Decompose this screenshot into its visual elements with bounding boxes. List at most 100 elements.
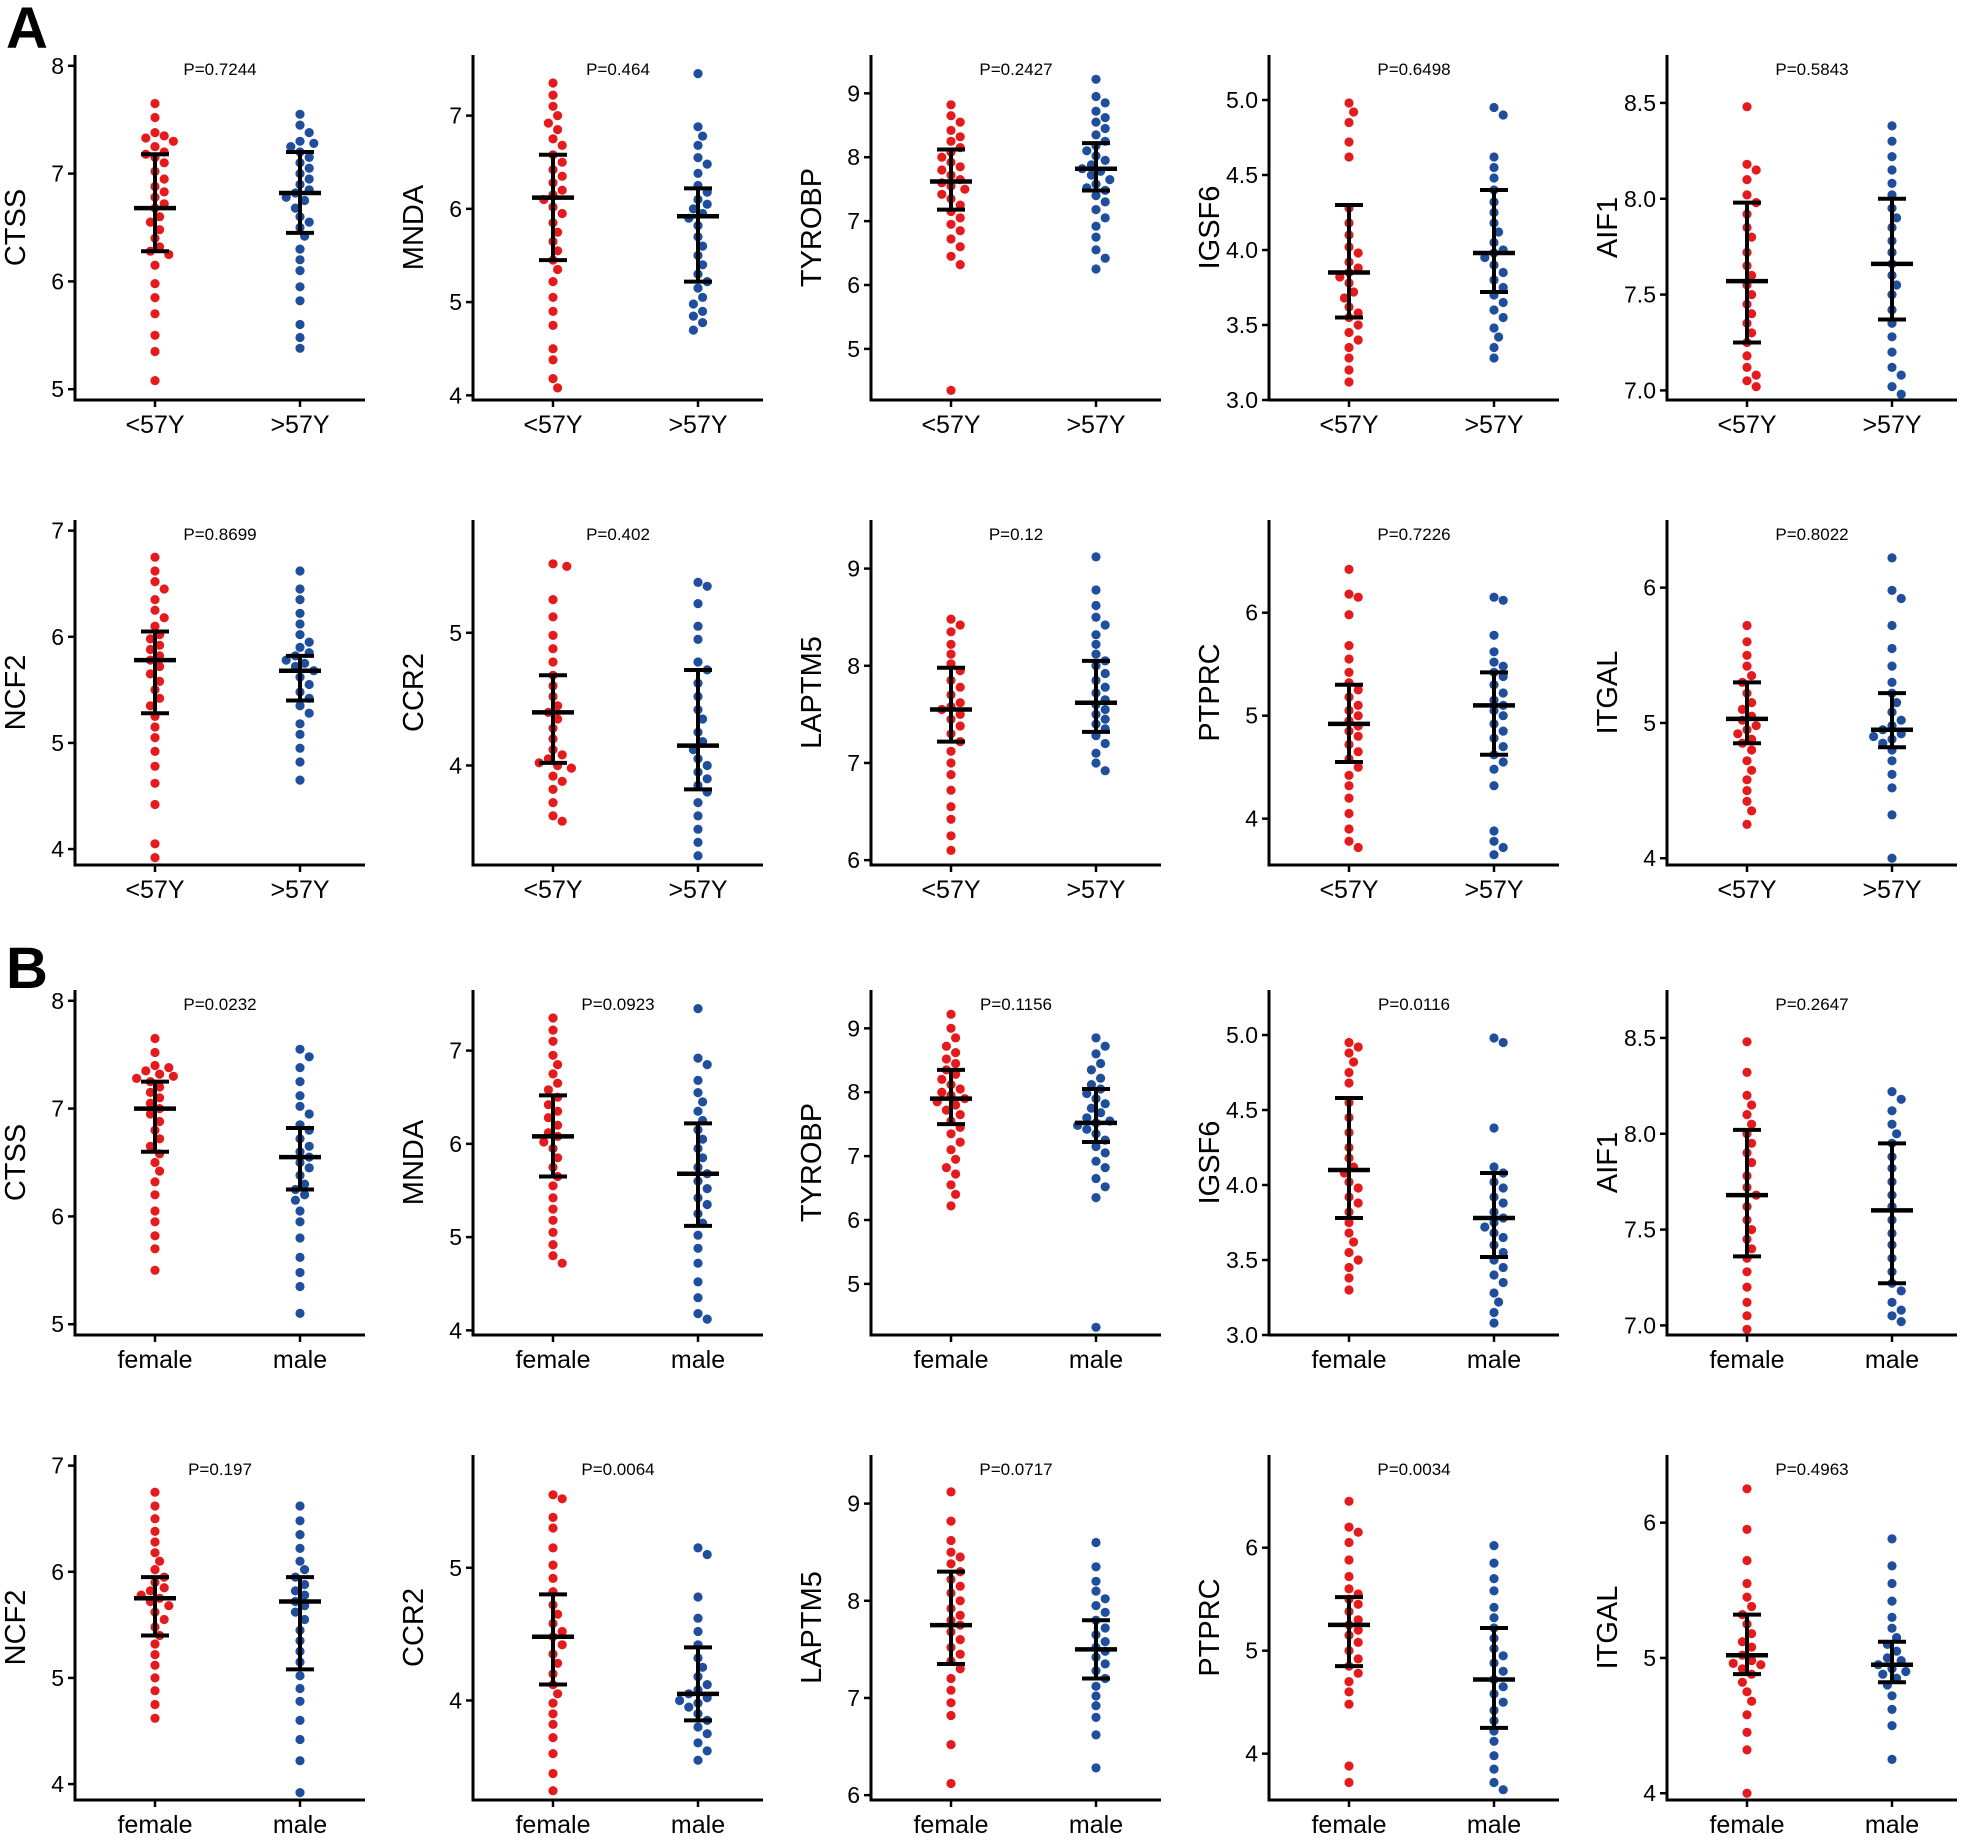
data-point — [1344, 1273, 1354, 1283]
data-point — [543, 1100, 554, 1110]
data-point — [168, 1071, 178, 1081]
data-point — [1742, 650, 1752, 660]
y-axis-title: MNDA — [398, 184, 430, 270]
data-point — [1887, 1623, 1897, 1633]
data-point — [951, 1154, 961, 1164]
data-point — [150, 853, 160, 863]
y-tick-label: 6 — [51, 268, 64, 294]
p-value-label: P=0.7226 — [1377, 525, 1450, 544]
data-point — [290, 1607, 300, 1617]
y-tick-label: 6 — [1245, 600, 1258, 626]
data-point — [941, 1163, 952, 1173]
data-point — [132, 1073, 142, 1083]
data-point — [1339, 293, 1349, 303]
data-point — [1498, 842, 1508, 853]
data-point — [1344, 98, 1354, 108]
data-point — [150, 778, 160, 788]
data-point — [1344, 1048, 1354, 1058]
data-point — [1747, 745, 1757, 755]
data-point — [1344, 1522, 1354, 1532]
data-point — [1344, 152, 1354, 162]
chart-ncf2-b: 4 5 6 7 NCF2 P=0.197 female male — [0, 1453, 365, 1839]
data-point — [1887, 1297, 1897, 1307]
data-point — [946, 1516, 956, 1526]
data-point — [1091, 1586, 1101, 1596]
data-point — [295, 1671, 305, 1681]
data-point — [548, 1204, 558, 1214]
p-value-label: P=0.8022 — [1775, 525, 1848, 544]
x-tick-label: male — [1069, 1811, 1123, 1839]
data-point — [1498, 711, 1508, 721]
y-tick-label: 6 — [51, 624, 64, 650]
x-tick-label: female — [515, 1346, 590, 1374]
data-point — [1489, 592, 1499, 602]
data-point — [1751, 165, 1761, 175]
data-point — [155, 661, 165, 672]
data-point — [150, 1537, 160, 1547]
data-point — [548, 277, 558, 287]
data-point — [955, 709, 965, 720]
data-point — [1344, 1537, 1354, 1548]
y-tick-label: 5 — [51, 1665, 64, 1691]
data-point — [295, 1530, 305, 1540]
data-point — [548, 559, 558, 569]
data-point — [1887, 677, 1897, 688]
data-point — [150, 1699, 160, 1710]
data-point — [1091, 649, 1101, 659]
chart-ncf2-a: 4 5 6 7 NCF2 P=0.8699 <57Y >57Y — [0, 518, 365, 904]
data-point — [955, 1610, 965, 1620]
data-point — [548, 1560, 558, 1570]
data-point — [168, 136, 178, 146]
y-tick-label: 7 — [449, 103, 462, 129]
data-point — [1100, 766, 1110, 776]
data-point — [693, 1722, 703, 1732]
data-point — [1344, 1777, 1354, 1788]
data-point — [553, 1078, 563, 1088]
data-point — [955, 260, 965, 270]
data-point — [951, 1069, 961, 1079]
y-axis-title: CTSS — [0, 1124, 32, 1201]
data-point — [1091, 1049, 1101, 1059]
x-tick-label: male — [671, 1346, 725, 1374]
data-point — [295, 1233, 305, 1243]
data-point — [1091, 106, 1101, 116]
data-point — [946, 1698, 956, 1708]
y-tick-label: 8.0 — [1624, 1121, 1656, 1147]
data-point — [955, 226, 965, 236]
data-point — [150, 1244, 160, 1254]
x-tick-label: female — [913, 1346, 988, 1374]
data-point — [946, 111, 956, 121]
data-point — [1747, 1642, 1757, 1652]
data-point — [698, 260, 708, 270]
data-point — [150, 621, 160, 631]
y-tick-label: 6 — [449, 1131, 462, 1157]
data-point — [1742, 620, 1752, 631]
data-point — [1747, 1656, 1757, 1666]
data-point — [946, 1535, 956, 1546]
data-point — [1747, 1225, 1757, 1235]
data-point — [946, 1023, 956, 1033]
data-point — [553, 1060, 563, 1070]
data-point — [295, 319, 305, 330]
data-point — [1100, 738, 1110, 749]
data-point — [159, 1583, 169, 1593]
data-point — [548, 344, 558, 354]
y-tick-label: 4 — [449, 1317, 462, 1343]
x-tick-label: male — [273, 1811, 327, 1839]
data-point — [1344, 654, 1354, 664]
data-point — [145, 701, 155, 711]
data-point — [1091, 600, 1101, 611]
data-point — [1353, 1255, 1363, 1265]
data-point — [553, 1658, 563, 1668]
data-point — [1742, 1578, 1752, 1589]
data-point — [1086, 170, 1096, 180]
data-point — [1498, 1183, 1508, 1193]
data-point — [557, 171, 567, 181]
data-point — [1082, 1124, 1092, 1134]
data-point — [946, 802, 956, 812]
data-point — [1498, 595, 1508, 605]
y-axis-title: LAPTM5 — [796, 1571, 828, 1684]
data-point — [150, 722, 160, 732]
data-point — [1489, 1777, 1499, 1788]
